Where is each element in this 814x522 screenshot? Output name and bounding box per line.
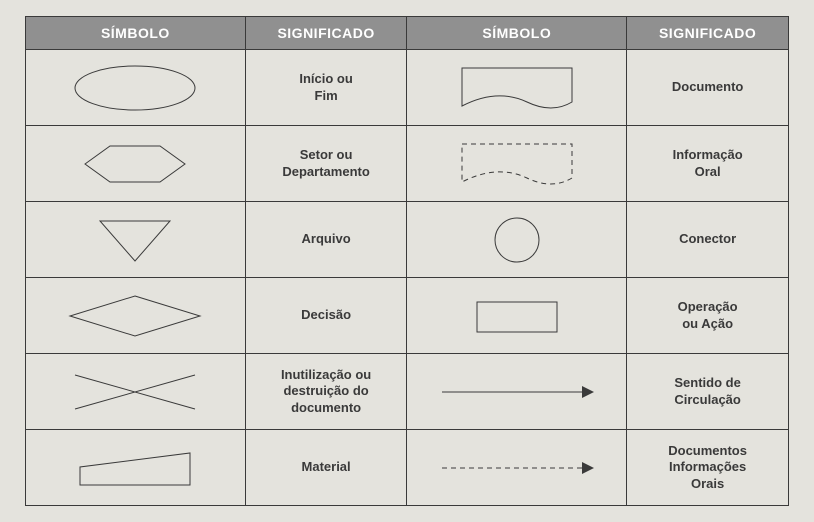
table-row: Decisão Operaçãoou Ação (26, 278, 789, 354)
header-symbol-2: SÍMBOLO (407, 17, 627, 50)
header-symbol-1: SÍMBOLO (26, 17, 246, 50)
symbol-cell-right (407, 50, 627, 126)
meaning-cell-left: Decisão (245, 278, 407, 354)
table-body: Início ouFimDocumentoSetor ouDepartament… (26, 50, 789, 506)
cross_x-icon (26, 367, 245, 417)
symbol-cell-left (26, 430, 246, 506)
ellipse-icon (26, 62, 245, 114)
header-meaning-2: SIGNIFICADO (627, 17, 789, 50)
table-row: Material DocumentosInformaçõesOrais (26, 430, 789, 506)
circle-icon (407, 212, 626, 268)
header-meaning-1: SIGNIFICADO (245, 17, 407, 50)
table-row: Inutilização oudestruição dodocumento Sen… (26, 354, 789, 430)
symbol-cell-right (407, 278, 627, 354)
symbol-cell-right (407, 126, 627, 202)
document-icon (407, 136, 626, 192)
arrow_right-icon (407, 380, 626, 404)
meaning-cell-right: Documento (627, 50, 789, 126)
meaning-cell-right: DocumentosInformaçõesOrais (627, 430, 789, 506)
meaning-cell-left: Arquivo (245, 202, 407, 278)
document-icon (407, 60, 626, 116)
meaning-cell-right: Sentido deCirculação (627, 354, 789, 430)
meaning-cell-left: Inutilização oudestruição dodocumento (245, 354, 407, 430)
symbol-cell-left (26, 50, 246, 126)
table-row: Setor ouDepartamento InformaçãoOral (26, 126, 789, 202)
symbol-cell-right (407, 430, 627, 506)
meaning-cell-right: Operaçãoou Ação (627, 278, 789, 354)
meaning-cell-left: Início ouFim (245, 50, 407, 126)
symbol-cell-left (26, 202, 246, 278)
arrow_right-icon (407, 456, 626, 480)
diamond-icon (26, 290, 245, 342)
triangle_down-icon (26, 215, 245, 265)
meaning-cell-left: Material (245, 430, 407, 506)
meaning-cell-left: Setor ouDepartamento (245, 126, 407, 202)
hexagon-icon (26, 140, 245, 188)
symbol-cell-right (407, 354, 627, 430)
symbol-cell-left (26, 354, 246, 430)
rectangle-icon (407, 292, 626, 340)
symbol-cell-right (407, 202, 627, 278)
header-row: SÍMBOLO SIGNIFICADO SÍMBOLO SIGNIFICADO (26, 17, 789, 50)
meaning-cell-right: InformaçãoOral (627, 126, 789, 202)
symbol-cell-left (26, 278, 246, 354)
meaning-cell-right: Conector (627, 202, 789, 278)
symbol-cell-left (26, 126, 246, 202)
table-row: Arquivo Conector (26, 202, 789, 278)
table-row: Início ouFim Documento (26, 50, 789, 126)
material-icon (26, 443, 245, 493)
flowchart-symbols-table: SÍMBOLO SIGNIFICADO SÍMBOLO SIGNIFICADO … (25, 16, 789, 506)
